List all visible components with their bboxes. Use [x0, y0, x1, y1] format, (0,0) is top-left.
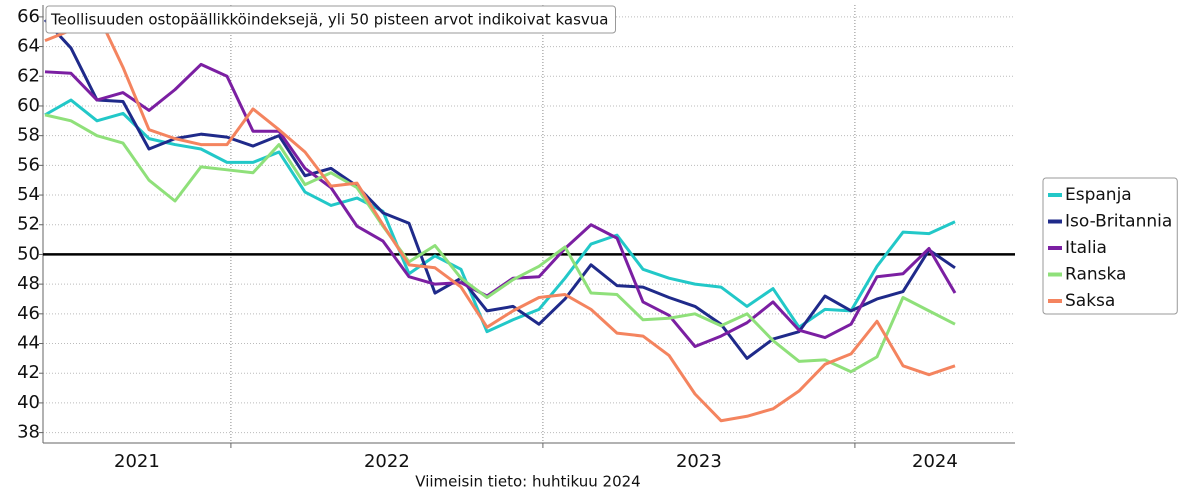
chart-title: Teollisuuden ostopäällikköindeksejä, yli…	[50, 11, 609, 29]
plot-area	[43, 10, 957, 423]
y-tick-label: 58	[17, 125, 40, 146]
y-tick-label: 40	[17, 392, 40, 413]
series-line	[43, 18, 956, 360]
legend-label: Saksa	[1065, 291, 1115, 311]
y-tick-label: 64	[17, 36, 40, 57]
y-tick-label: 48	[17, 273, 40, 294]
y-tick-label: 52	[17, 214, 40, 235]
legend-label: Iso-Britannia	[1065, 212, 1172, 232]
year-label: 2022	[364, 451, 410, 472]
y-tick-label: 38	[17, 422, 40, 443]
title-box	[45, 5, 616, 34]
legend-box	[1042, 177, 1178, 315]
series-line	[44, 113, 956, 374]
y-tick-label: 62	[17, 65, 40, 86]
year-label: 2021	[114, 451, 160, 472]
y-tick-label: 56	[17, 154, 40, 175]
series-line	[44, 10, 956, 423]
y-tick-label: 44	[17, 333, 40, 354]
y-tick-label: 54	[17, 184, 40, 205]
y-tick-label: 50	[17, 243, 40, 264]
series-line	[44, 98, 956, 334]
y-tick-label: 42	[17, 362, 40, 383]
legend-label: Espanja	[1065, 185, 1132, 205]
y-tick-label: 66	[17, 6, 40, 27]
legend-label: Ranska	[1065, 265, 1126, 285]
y-tick-label: 46	[17, 303, 40, 324]
y-tick-label: 60	[17, 95, 40, 116]
footer: Viimeisin tieto: huhtikuu 2024	[415, 473, 640, 491]
year-label: 2024	[912, 451, 958, 472]
legend-label: Italia	[1065, 238, 1107, 258]
year-label: 2023	[676, 451, 722, 472]
